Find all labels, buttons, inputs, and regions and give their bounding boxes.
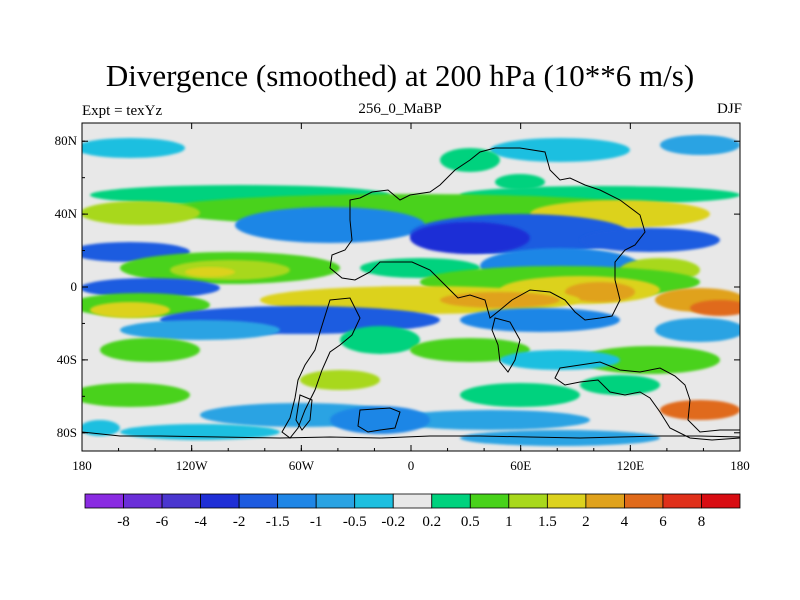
colorbar-level-label: 1.5 (538, 514, 557, 530)
y-tick-label: 0 (71, 279, 78, 294)
coastline-segment (82, 431, 740, 439)
field-contour-blob (82, 138, 185, 158)
divergence-field (82, 123, 740, 451)
colorbar-swatch (546, 493, 587, 509)
field-contour-blob (82, 383, 190, 407)
x-tick-label: 60W (289, 458, 315, 473)
field-contour-blob (185, 267, 235, 277)
colorbar-level-label: -8 (117, 514, 130, 530)
colorbar-swatch (161, 493, 201, 509)
field-contour-blob (440, 292, 560, 308)
colorbar-level-label: 8 (698, 514, 706, 530)
y-tick-label: 40S (57, 352, 77, 367)
colorbar-level-label: -4 (194, 514, 207, 530)
map-axes: 180 120W 60W 0 60E 120E 180 80N 40N 0 40S 80S (55, 123, 750, 473)
colorbar-swatch (508, 493, 548, 509)
colorbar-swatch (84, 493, 124, 509)
x-tick-label: 180 (730, 458, 750, 473)
experiment-label: Expt = texYz (82, 103, 163, 119)
field-contour-blob (580, 228, 720, 252)
field-contour-blob (90, 302, 170, 318)
run-id-label: 256_0_MaBP (358, 101, 442, 117)
coastline-segment (554, 361, 740, 441)
coastline-segment (491, 317, 521, 373)
y-tick-label: 40N (55, 206, 78, 221)
colorbar-swatch (315, 493, 356, 509)
field-contour-blob (580, 375, 660, 395)
colorbar-swatch (662, 493, 702, 509)
colorbar-level-label: 2 (582, 514, 590, 530)
plot-title: Divergence (smoothed) at 200 hPa (10**6 … (105, 58, 695, 93)
colorbar-level-label: -1.5 (266, 514, 290, 530)
colorbar-level-label: -2 (233, 514, 246, 530)
field-contour-blob (655, 318, 740, 342)
field-contour-blob (82, 420, 120, 436)
field-contour-blob (410, 222, 530, 254)
colorbar-swatch (701, 493, 741, 509)
coastline-segment (329, 147, 646, 321)
field-contour-blob (330, 406, 430, 434)
colorbar-swatch (123, 493, 163, 509)
field-contour-blob (660, 135, 740, 155)
field-contour-blob (410, 338, 530, 362)
colorbar-level-label: 6 (659, 514, 667, 530)
field-contour-blob (390, 410, 590, 430)
colorbar-level-label: 0.2 (422, 514, 441, 530)
field-contour-blob (580, 346, 720, 374)
x-tick-label: 120W (176, 458, 209, 473)
coastline-segment (295, 394, 313, 431)
field-contour-blob (490, 138, 630, 162)
x-tick-label: 120E (617, 458, 645, 473)
colorbar-level-label: -6 (156, 514, 169, 530)
colorbar-swatch (469, 493, 510, 509)
field-contour-blob (460, 308, 620, 332)
coastline-segment (357, 407, 401, 433)
colorbar-level-label: 0.5 (461, 514, 480, 530)
colorbar-level-label: -1 (310, 514, 323, 530)
season-label: DJF (716, 101, 742, 117)
field-contour-blob (660, 400, 740, 420)
coastline (82, 147, 740, 441)
field-contour-blob (495, 174, 545, 190)
colorbar-swatch (238, 493, 279, 509)
colorbar-swatch (431, 493, 471, 509)
field-contour-blob (565, 282, 635, 302)
colorbar-level-label: 1 (505, 514, 513, 530)
field-contour-blob (690, 300, 740, 316)
colorbar-swatch (354, 493, 394, 509)
field-contour-blob (500, 350, 620, 370)
x-tick-label: 180 (72, 458, 92, 473)
colorbar-swatch (585, 493, 625, 509)
x-tick-label: 60E (510, 458, 531, 473)
y-tick-label: 80S (57, 425, 77, 440)
colorbar-swatch (200, 493, 240, 509)
field-contour-blob (100, 338, 200, 362)
coastline-segment (281, 297, 361, 439)
colorbar-swatch (624, 493, 664, 509)
colorbar-swatch (392, 493, 433, 509)
colorbar-level-label: -0.2 (381, 514, 405, 530)
field-contour-blob (300, 370, 380, 390)
field-contour-blob (340, 326, 420, 354)
colorbar-level-label: 4 (621, 514, 629, 530)
x-tick-label: 0 (408, 458, 415, 473)
field-contour-blob (82, 278, 220, 298)
field-contour-blob (235, 207, 425, 243)
colorbar: -8 -6 -4 -2 -1.5 -1 -0.5 -0.2 0.2 0.5 1 1.5 2 4 6 8 (84, 493, 741, 530)
field-contour-blob (82, 201, 200, 225)
colorbar-level-label: -0.5 (343, 514, 367, 530)
y-tick-label: 80N (55, 133, 78, 148)
field-contour-blob (120, 320, 280, 340)
colorbar-swatch (277, 493, 317, 509)
field-contour-blob (460, 383, 580, 407)
